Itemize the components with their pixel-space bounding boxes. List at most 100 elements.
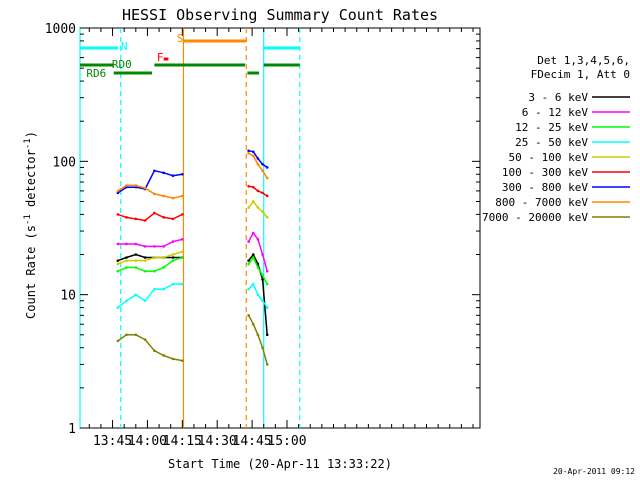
series-line-8-part-0 — [117, 334, 183, 362]
y-tick-label-2: 100 — [53, 155, 76, 170]
series-point-1-12 — [265, 269, 269, 273]
x-axis-label: Start Time (20-Apr-11 13:33:22) — [168, 457, 392, 471]
series-point-1-10 — [256, 238, 260, 241]
series-line-3-part-0 — [117, 283, 183, 309]
series-point-4-5 — [162, 256, 166, 259]
series-line-1-part-0 — [117, 238, 183, 248]
series-point-0-2 — [134, 253, 138, 256]
series-point-6-11 — [261, 163, 264, 166]
plot-frame — [79, 27, 481, 429]
series-point-2-6 — [171, 259, 175, 262]
series-point-1-6 — [171, 240, 175, 243]
series-point-2-3 — [143, 269, 147, 273]
series-point-6-8 — [247, 149, 250, 153]
series-point-3-9 — [251, 282, 255, 286]
series-point-1-8 — [247, 240, 250, 243]
series-point-3-12 — [265, 306, 269, 309]
series-point-2-8 — [247, 262, 250, 266]
series-point-7-9 — [251, 154, 255, 158]
series-point-7-0 — [116, 189, 120, 193]
series-point-7-8 — [247, 151, 250, 155]
series-point-4-1 — [125, 259, 128, 262]
x-tick-label-1: 14:00 — [128, 434, 167, 449]
series-point-5-3 — [143, 219, 147, 222]
series-point-4-4 — [153, 256, 156, 259]
series-point-2-4 — [153, 269, 156, 273]
series-point-3-0 — [116, 306, 120, 309]
legend-label-1: 6 - 12 keV — [522, 106, 589, 119]
series-point-0-12 — [265, 333, 269, 337]
legend-label-2: 12 - 25 keV — [515, 121, 588, 134]
series-point-4-3 — [143, 259, 147, 262]
series-point-8-2 — [134, 333, 138, 337]
series-point-7-2 — [134, 184, 138, 187]
series-point-8-11 — [261, 346, 264, 350]
series-point-3-4 — [153, 287, 156, 291]
series-point-1-0 — [116, 242, 120, 246]
series-point-3-10 — [256, 293, 260, 296]
series-point-0-1 — [125, 256, 128, 259]
legend-label-3: 25 - 50 keV — [515, 136, 588, 149]
series-point-1-1 — [125, 242, 128, 246]
series-point-5-0 — [116, 213, 120, 216]
series-point-3-3 — [143, 299, 147, 303]
y-tick-label-0: 1 — [68, 422, 76, 437]
series-point-6-5 — [162, 171, 166, 175]
plot-area: 1 10 100 1000 13:4514:0014:1514:3014:4515:00… — [45, 22, 481, 449]
series-point-6-9 — [251, 150, 255, 154]
flag-label-rd6: RD6 — [86, 67, 106, 80]
series-point-8-3 — [143, 338, 147, 341]
series-point-2-1 — [125, 266, 128, 269]
x-tick-label-3: 14:30 — [198, 434, 237, 449]
series-point-6-4 — [153, 169, 156, 173]
flag-label-n: N — [121, 40, 128, 53]
series-point-5-11 — [261, 191, 264, 195]
x-tick-label-4: 14:45 — [233, 434, 272, 449]
series-point-2-12 — [265, 282, 269, 286]
series-point-1-11 — [261, 253, 264, 256]
y-axis-label: Count Rate (s-1 detector-1) — [23, 131, 38, 319]
series-point-8-7 — [181, 359, 184, 362]
series-point-8-0 — [116, 339, 120, 343]
x-tick-label-0: 13:45 — [93, 434, 132, 449]
series-point-2-9 — [251, 256, 255, 259]
series-line-8-part-1 — [247, 314, 268, 365]
series-point-6-2 — [134, 185, 138, 189]
series-point-3-7 — [181, 282, 184, 286]
series-point-2-10 — [256, 266, 260, 269]
series-point-0-9 — [251, 253, 255, 256]
series-point-0-3 — [143, 256, 147, 259]
series-point-8-10 — [256, 333, 260, 337]
footer-timestamp: 20-Apr-2011 09:12 — [553, 467, 635, 476]
legend-label-4: 50 - 100 keV — [509, 151, 589, 164]
series-point-4-6 — [171, 253, 175, 256]
series-point-5-9 — [251, 185, 255, 189]
series-point-8-9 — [251, 322, 255, 326]
series-point-1-7 — [181, 238, 184, 241]
series-point-3-8 — [247, 287, 250, 291]
series-point-6-12 — [265, 166, 269, 169]
series-point-0-0 — [116, 259, 120, 262]
series-point-2-5 — [162, 266, 166, 269]
series-point-1-3 — [143, 245, 147, 248]
y-tick-label-3: 1000 — [45, 22, 76, 37]
series-point-5-6 — [171, 217, 175, 221]
x-tick-label-5: 15:00 — [267, 434, 306, 449]
series-point-0-6 — [171, 256, 175, 259]
series-line-7-part-0 — [117, 184, 183, 199]
series-point-1-5 — [162, 245, 166, 248]
series-point-7-6 — [171, 196, 175, 200]
series-point-3-11 — [261, 299, 264, 303]
x-tick-label-2: 14:15 — [163, 434, 202, 449]
legend-label-7: 800 - 7000 keV — [495, 196, 588, 209]
series-point-5-7 — [181, 213, 184, 216]
legend: Det 1,3,4,5,6, FDecim 1, Att 0 3 - 6 keV… — [482, 54, 630, 224]
flag-label-rd0: RD0 — [112, 58, 132, 71]
legend-header-line-1: Det 1,3,4,5,6, — [537, 54, 630, 67]
series-point-5-12 — [265, 194, 269, 198]
series-point-4-2 — [134, 259, 138, 262]
chart-title: HESSI Observing Summary Count Rates — [122, 6, 438, 24]
series-point-2-0 — [116, 269, 120, 273]
series-line-0-part-0 — [117, 253, 183, 262]
